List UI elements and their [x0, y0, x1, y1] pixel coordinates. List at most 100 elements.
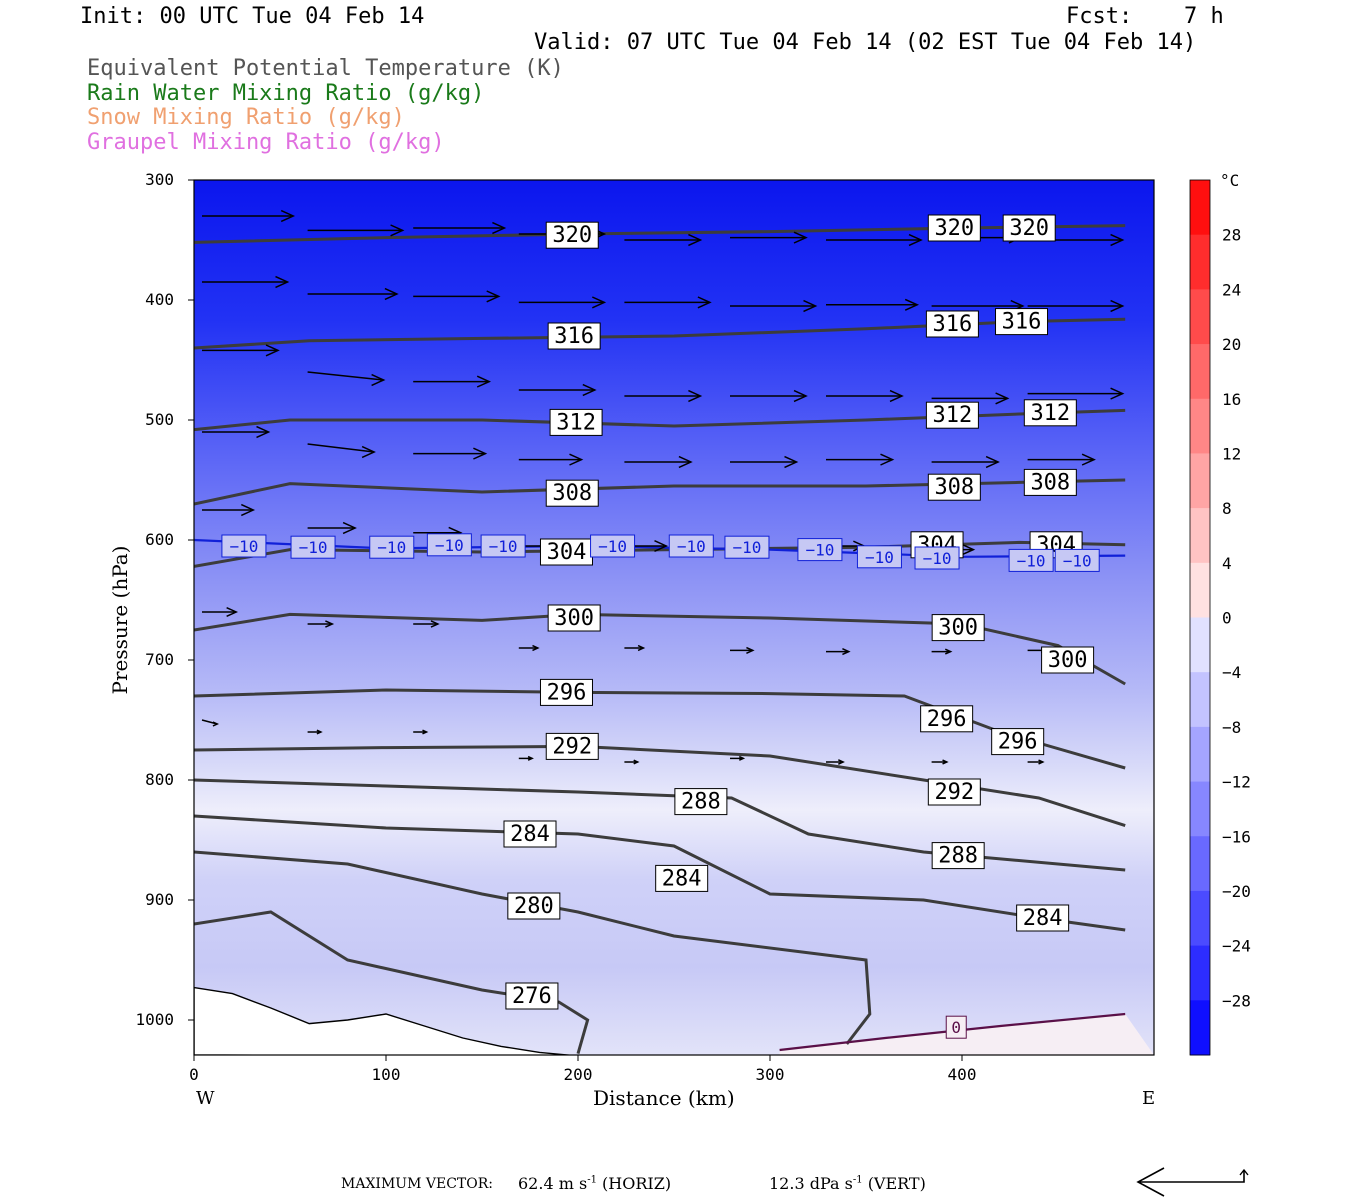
wind-vector: [730, 646, 755, 654]
temperature-label--10: −10: [724, 535, 770, 559]
temperature-label-0: 0: [945, 1015, 967, 1039]
colorbar-tick-label: 24: [1222, 280, 1241, 299]
theta-e-contour-288: [194, 778, 1126, 872]
plot-frame: [193, 179, 1155, 1056]
legend-theta-e: Equivalent Potential Temperature (K): [87, 56, 564, 81]
horiz-tag: (HORIZ): [602, 1174, 672, 1193]
forecast-hour: 7 h: [1184, 4, 1224, 29]
theta-e-label-text: 304: [547, 540, 587, 565]
theta-e-contour-292: [194, 744, 1126, 828]
wind-vector-head: [476, 375, 492, 388]
colorbar-tick-label: 8: [1222, 499, 1232, 518]
theta-e-label-box: [1023, 468, 1077, 496]
wind-vector-head: [342, 521, 357, 535]
theta-e-label-box: [927, 778, 981, 806]
theta-e-label-304: 304: [539, 538, 593, 566]
wind-vector: [518, 453, 584, 466]
theta-e-label-text: 300: [1048, 648, 1088, 673]
theta-e-label-text: 280: [514, 894, 554, 919]
wind-vector: [730, 389, 808, 403]
temperature-label-box: [668, 534, 714, 558]
wind-vector-head: [1081, 453, 1096, 466]
theta-e-label-box: [927, 214, 981, 242]
wind-vector-shaft: [307, 443, 375, 453]
wind-vector-head: [256, 425, 271, 439]
wind-vector-head: [942, 759, 949, 765]
temperature-label--10: −10: [290, 535, 336, 559]
wind-vector: [730, 455, 799, 469]
temperature-label-box: [945, 1015, 967, 1039]
wind-vector: [931, 392, 1010, 405]
wind-vector: [826, 648, 851, 656]
theta-e-label-276: 276: [505, 982, 559, 1010]
theta-e-label-296: 296: [920, 705, 974, 733]
theta-e-label-box: [503, 820, 557, 848]
theta-e-label-312: 312: [925, 401, 979, 429]
colorbar-swatch: [1190, 945, 1210, 1001]
wind-vector: [826, 759, 845, 765]
temperature-label--10: −10: [668, 534, 714, 558]
y-tick-label: 300: [145, 170, 174, 189]
wind-vector: [202, 209, 296, 223]
colorbar-tick-label: −24: [1222, 937, 1251, 956]
theta-e-label-text: 288: [938, 844, 978, 869]
theta-e-label-300: 300: [931, 614, 985, 642]
wind-vector-head: [569, 453, 584, 466]
wind-vector-head: [985, 455, 1000, 469]
wind-vector: [518, 383, 597, 397]
wind-vector-head: [889, 389, 904, 403]
wind-vector-head: [697, 296, 712, 309]
temperature-label-text: −10: [229, 537, 258, 556]
theta-e-label-284: 284: [655, 864, 709, 892]
wind-vector-head: [1110, 299, 1125, 313]
colorbar-swatch: [1190, 562, 1210, 618]
x-tick-label: 400: [948, 1065, 977, 1084]
y-axis-title: Pressure (hPa): [108, 545, 132, 695]
theta-e-label-320: 320: [927, 214, 981, 242]
colorbar-frame: [1189, 179, 1211, 1056]
temperature-label--10: −10: [856, 545, 902, 569]
colorbar-swatch: [1190, 617, 1210, 673]
wind-vector-head: [784, 455, 799, 469]
colorbar-swatch: [1190, 726, 1210, 783]
wind-vector: [518, 755, 534, 761]
wind-vector: [624, 644, 646, 652]
theta-e-label-text: 316: [554, 324, 594, 349]
temperature-label-text: −10: [1017, 551, 1046, 570]
colorbar-tick-label: −16: [1222, 827, 1251, 846]
wind-vector: [202, 275, 290, 289]
wind-vector-head: [803, 299, 818, 313]
wind-vector-head: [688, 233, 703, 247]
wind-vector-head: [591, 296, 607, 309]
theta-e-label-box: [547, 604, 601, 632]
wind-vector: [413, 447, 488, 460]
theta-e-label-box: [925, 401, 979, 429]
colorbar-tick-label: 20: [1222, 335, 1241, 354]
theta-e-label-308: 308: [1023, 468, 1077, 496]
vert-tag: (VERT): [867, 1174, 926, 1193]
wind-vector-head: [1110, 387, 1125, 400]
colorbar-swatch: [1190, 508, 1210, 564]
colorbar-swatch: [1190, 289, 1210, 345]
theta-e-label-text: 312: [933, 403, 973, 428]
wind-vector: [1027, 387, 1125, 400]
theta-e-label-text: 300: [938, 616, 978, 641]
theta-e-label-text: 284: [1023, 906, 1063, 931]
theta-e-label-312: 312: [549, 408, 603, 436]
theta-e-label-288: 288: [674, 788, 728, 816]
theta-e-contour-320: [194, 224, 1126, 244]
wind-vector-head: [265, 344, 280, 357]
theta-e-label-box: [507, 892, 561, 920]
theta-e-label-box: [1041, 646, 1095, 674]
theta-e-label-316: 316: [995, 308, 1049, 336]
y-tick-label: 500: [145, 410, 174, 429]
wind-vector: [1027, 453, 1096, 466]
theta-e-label-text: 320: [1009, 216, 1049, 241]
wind-vector-head: [637, 644, 646, 652]
theta-e-label-text: 296: [927, 707, 967, 732]
valid-time: Valid: 07 UTC Tue 04 Feb 14 (02 EST Tue …: [534, 30, 1197, 55]
temperature-label-box: [797, 538, 843, 562]
wind-vector-head: [1038, 759, 1045, 765]
wind-vector: [202, 344, 280, 357]
wind-vector: [201, 719, 220, 727]
